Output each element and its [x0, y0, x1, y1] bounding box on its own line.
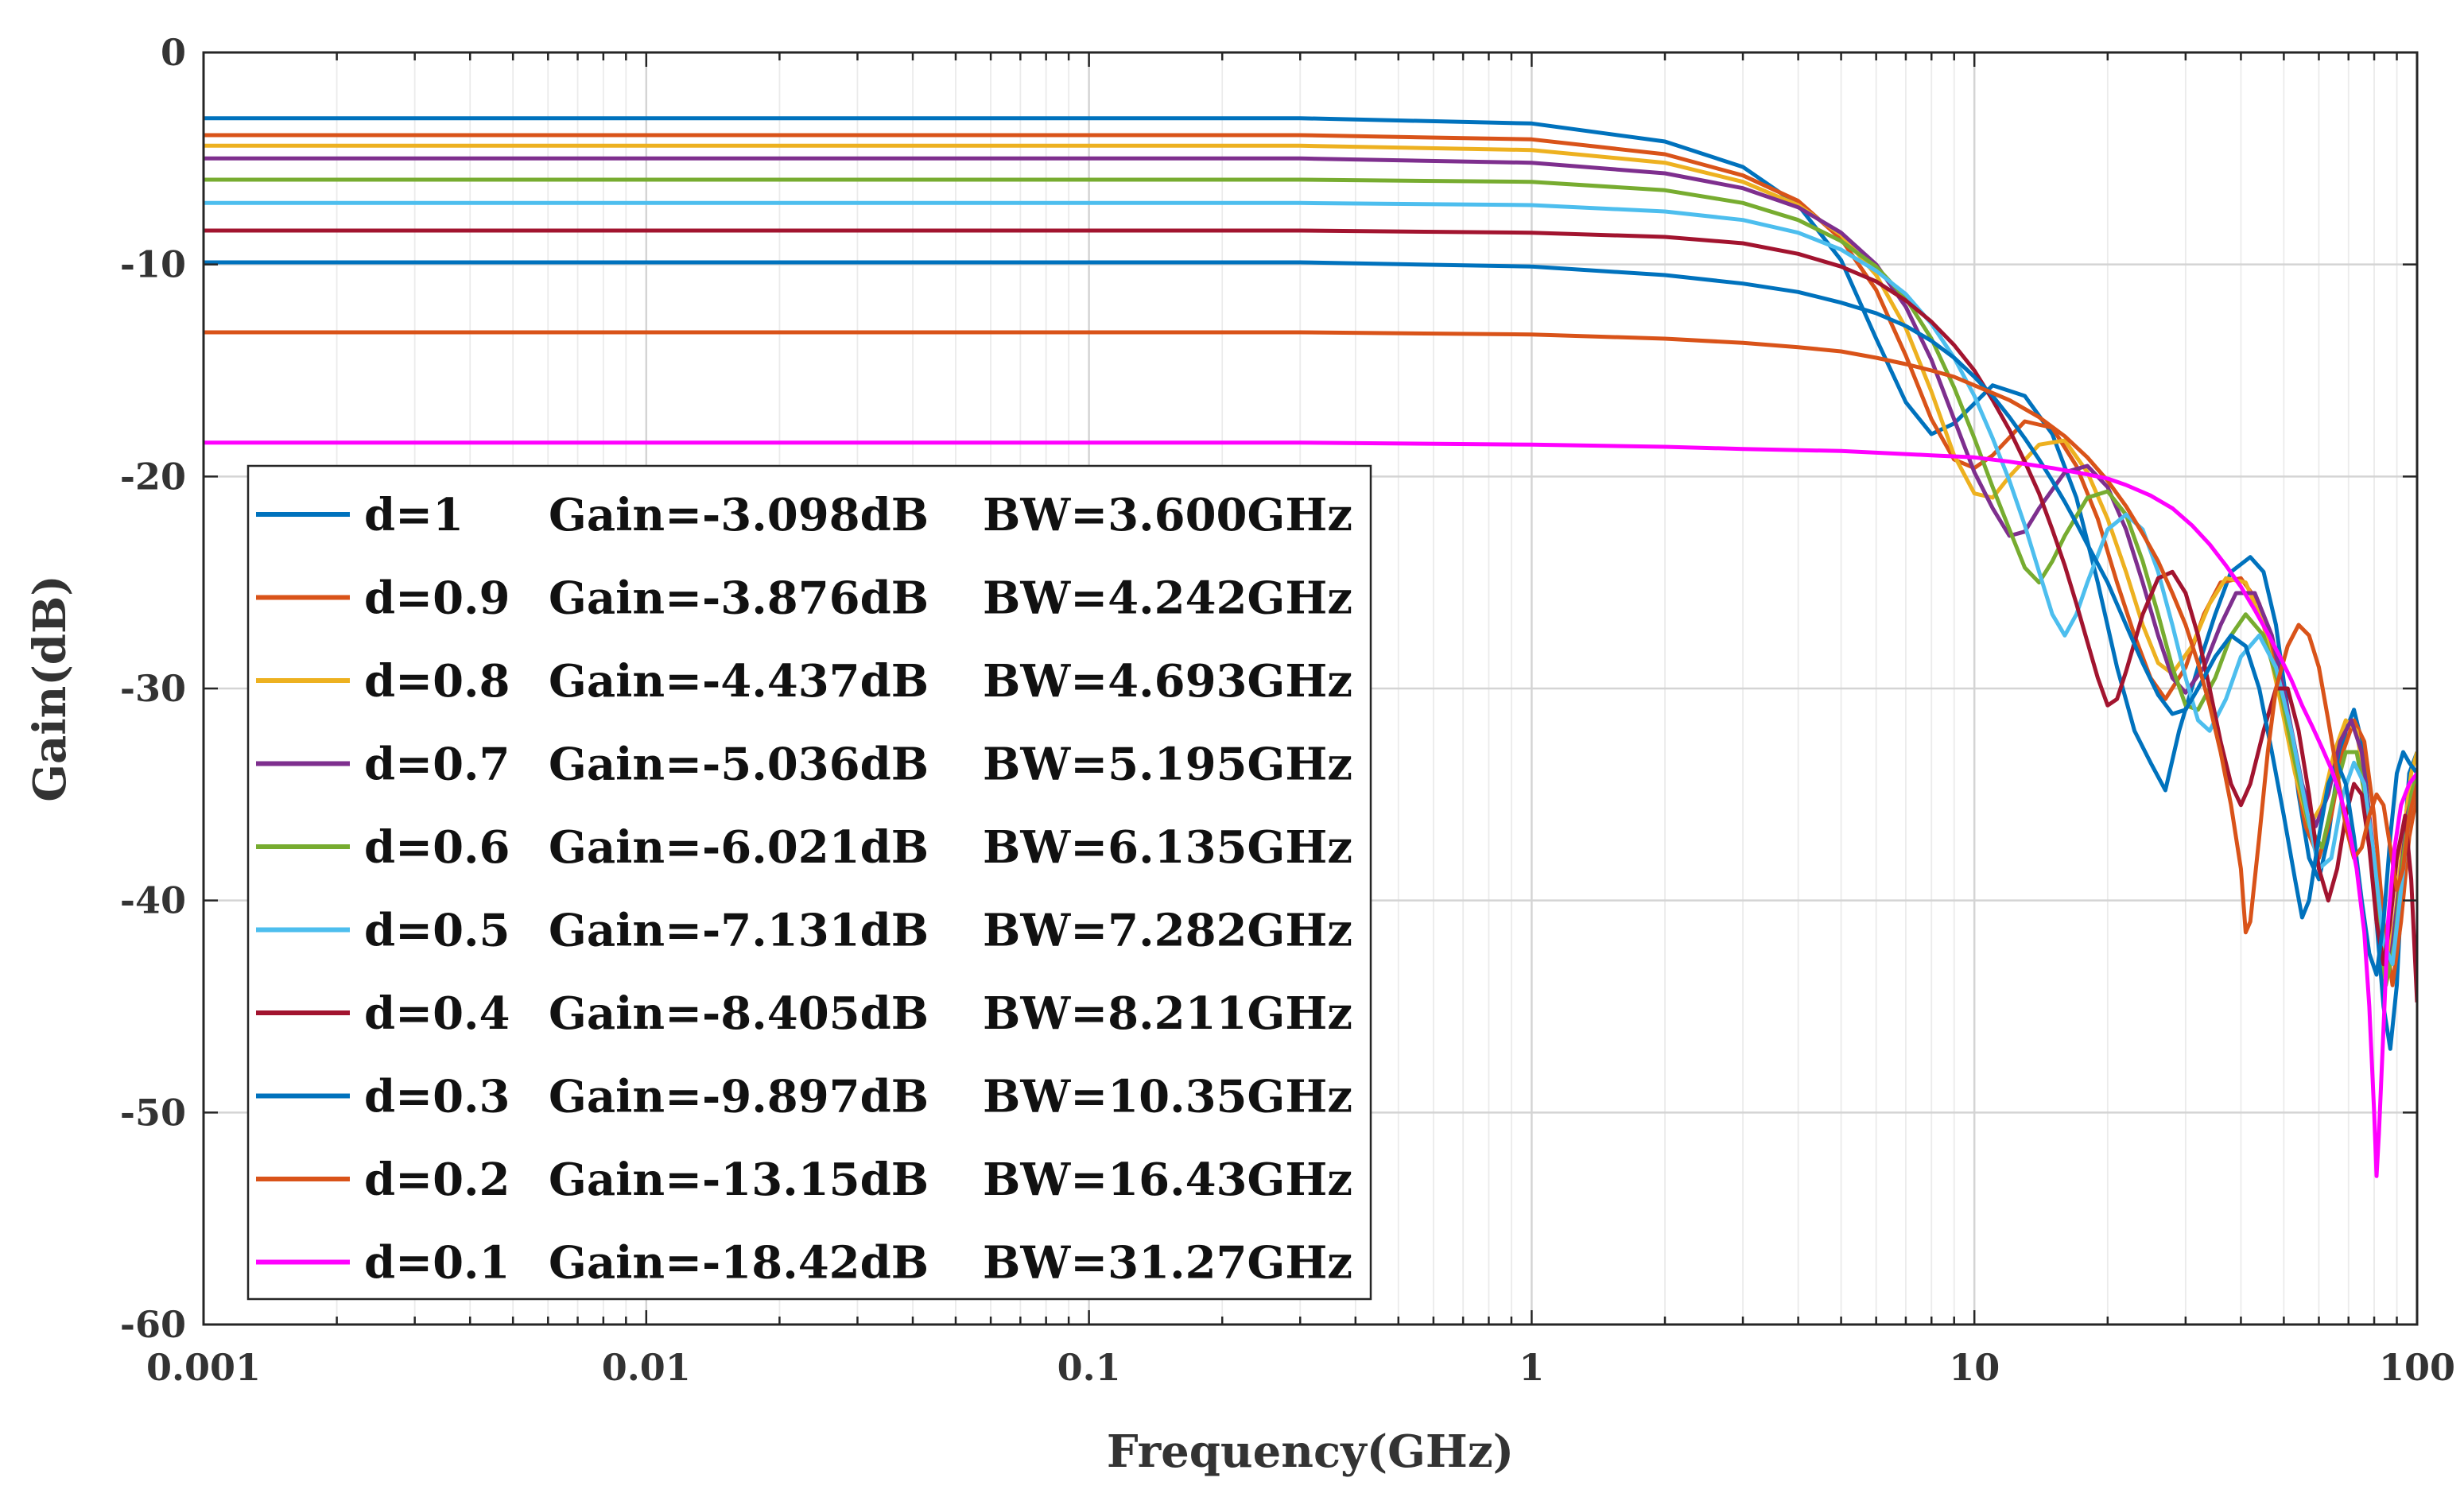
legend-bandwidth: BW=3.600GHz	[983, 489, 1352, 541]
series-group	[204, 116, 2417, 1178]
legend-bandwidth: BW=6.135GHz	[983, 821, 1352, 874]
legend-gain: Gain=-6.021dB	[549, 821, 929, 874]
legend-bandwidth: BW=10.35GHz	[983, 1071, 1352, 1123]
series-line-d-0-7	[204, 156, 2417, 967]
legend-gain: Gain=-18.42dB	[549, 1237, 929, 1290]
legend-series-name: d=0.9	[364, 572, 510, 625]
legend-gain: Gain=-3.876dB	[549, 572, 929, 625]
legend-gain: Gain=-13.15dB	[549, 1154, 929, 1206]
x-tick-label: 0.001	[146, 1346, 261, 1389]
legend-gain: Gain=-9.897dB	[549, 1071, 929, 1123]
y-tick-label: -40	[120, 879, 186, 922]
legend-series-name: d=0.3	[364, 1071, 510, 1123]
legend-box	[246, 464, 1372, 1301]
legend-gain: Gain=-8.405dB	[549, 987, 929, 1040]
series-line-d-0-6	[204, 177, 2417, 987]
legend-bandwidth: BW=16.43GHz	[983, 1154, 1352, 1206]
y-axis-label: Gain(dB)	[24, 575, 76, 802]
legend-series-name: d=0.7	[364, 739, 510, 791]
y-tick-label: 0	[161, 31, 186, 74]
x-tick-label: 100	[2379, 1346, 2455, 1389]
legend-bandwidth: BW=4.693GHz	[983, 655, 1352, 708]
legend-series-name: d=0.1	[364, 1237, 510, 1290]
legend: d=1 Gain=-3.098dB BW=3.600GHz d=0.9 Gain=-3.…	[246, 464, 1372, 1301]
legend-series-name: d=0.8	[364, 655, 510, 708]
y-tick-label: -50	[120, 1091, 186, 1134]
legend-series-name: d=1	[364, 489, 464, 541]
legend-bandwidth: BW=8.211GHz	[983, 987, 1352, 1040]
legend-series-name: d=0.4	[364, 987, 510, 1040]
x-axis-label: Frequency(GHz)	[1107, 1425, 1514, 1478]
legend-gain: Gain=-3.098dB	[549, 489, 929, 541]
legend-gain: Gain=-5.036dB	[549, 739, 929, 791]
legend-bandwidth: BW=5.195GHz	[983, 739, 1352, 791]
legend-bandwidth: BW=4.242GHz	[983, 572, 1352, 625]
y-tick-label: -10	[120, 243, 186, 286]
legend-bandwidth: BW=7.282GHz	[983, 905, 1352, 957]
legend-gain: Gain=-7.131dB	[549, 905, 929, 957]
y-tick-label: -20	[120, 455, 186, 498]
x-tick-labels: 0.001 0.01 0.1 1 10 100	[146, 1346, 2455, 1389]
legend-series-name: d=0.6	[364, 821, 510, 874]
x-tick-label: 0.1	[1057, 1346, 1121, 1389]
legend-series-name: d=0.2	[364, 1154, 510, 1206]
x-tick-label: 0.01	[602, 1346, 691, 1389]
legend-gain: Gain=-4.437dB	[549, 655, 929, 708]
series-line-d-0-4	[204, 228, 2417, 1003]
x-tick-label: 1	[1519, 1346, 1544, 1389]
x-tick-label: 10	[1949, 1346, 2000, 1389]
series-line-d-0-1	[204, 440, 2417, 1178]
y-tick-label: -30	[120, 667, 186, 710]
legend-bandwidth: BW=31.27GHz	[983, 1237, 1352, 1290]
y-tick-label: -60	[120, 1303, 186, 1346]
legend-series-name: d=0.5	[364, 905, 510, 957]
tick-marks	[202, 51, 2417, 1326]
y-tick-labels: 0 -10 -20 -30 -40 -50 -60	[120, 31, 186, 1346]
series-line-d-0-5	[204, 200, 2417, 967]
series-line-d-0-2	[204, 330, 2417, 935]
series-line-d-0-9	[204, 133, 2417, 987]
